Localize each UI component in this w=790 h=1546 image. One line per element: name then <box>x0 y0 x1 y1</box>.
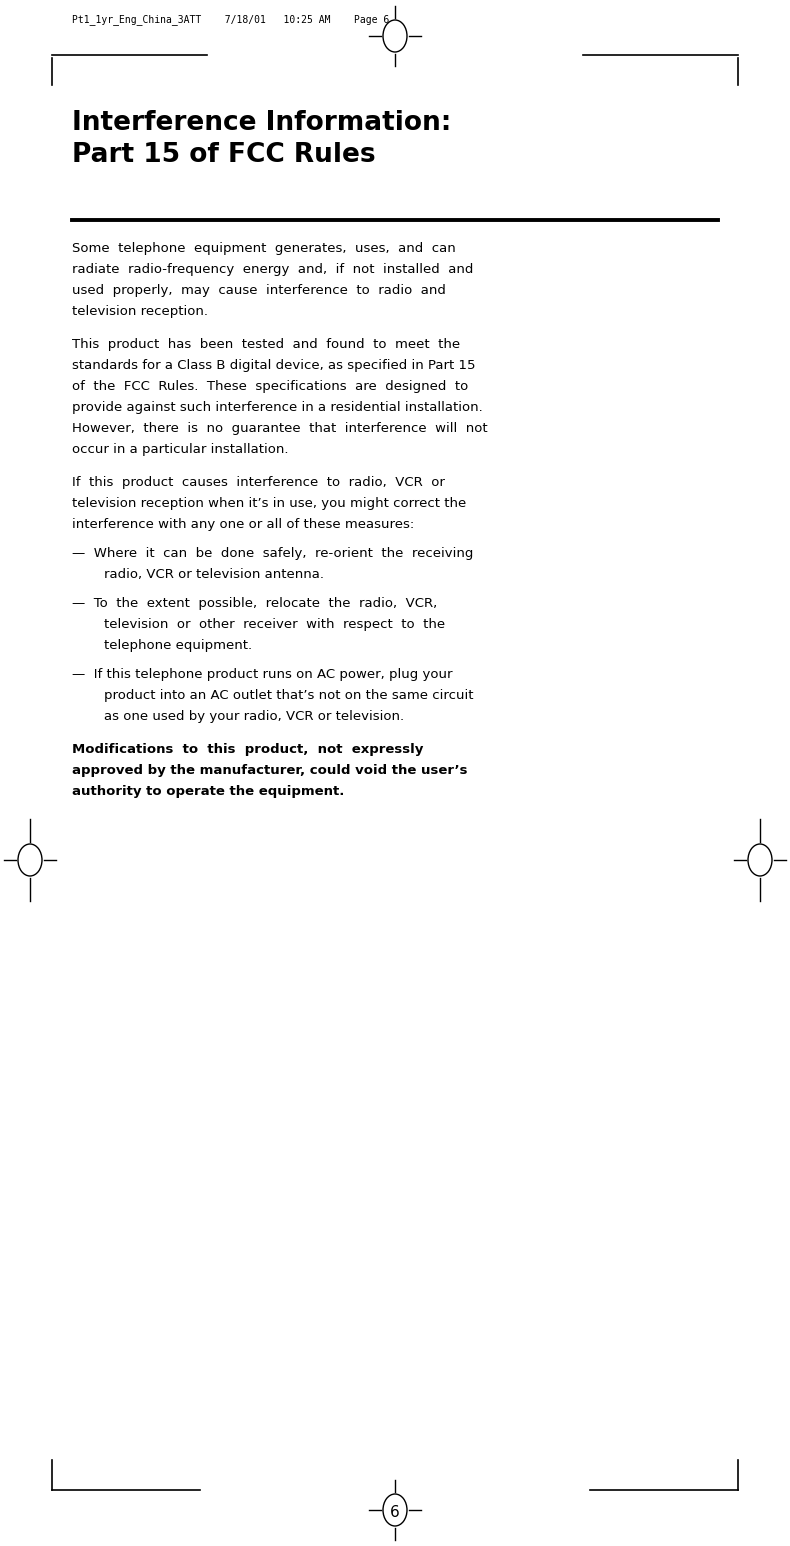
Text: Interference Information:: Interference Information: <box>72 110 451 136</box>
Text: Pt1_1yr_Eng_China_3ATT    7/18/01   10:25 AM    Page 6: Pt1_1yr_Eng_China_3ATT 7/18/01 10:25 AM … <box>72 14 389 25</box>
Text: of  the  FCC  Rules.  These  specifications  are  designed  to: of the FCC Rules. These specifications a… <box>72 380 468 393</box>
Text: 6: 6 <box>390 1504 400 1520</box>
Text: television  or  other  receiver  with  respect  to  the: television or other receiver with respec… <box>104 618 445 631</box>
Text: Some  telephone  equipment  generates,  uses,  and  can: Some telephone equipment generates, uses… <box>72 243 456 255</box>
Text: —  If this telephone product runs on AC power, plug your: — If this telephone product runs on AC p… <box>72 668 453 680</box>
Text: telephone equipment.: telephone equipment. <box>104 638 252 652</box>
Text: authority to operate the equipment.: authority to operate the equipment. <box>72 785 344 798</box>
Text: used  properly,  may  cause  interference  to  radio  and: used properly, may cause interference to… <box>72 284 446 297</box>
Text: approved by the manufacturer, could void the user’s: approved by the manufacturer, could void… <box>72 764 468 778</box>
Text: as one used by your radio, VCR or television.: as one used by your radio, VCR or televi… <box>104 710 404 724</box>
Text: interference with any one or all of these measures:: interference with any one or all of thes… <box>72 518 414 530</box>
Text: —  To  the  extent  possible,  relocate  the  radio,  VCR,: — To the extent possible, relocate the r… <box>72 597 437 611</box>
Text: product into an AC outlet that’s not on the same circuit: product into an AC outlet that’s not on … <box>104 690 473 702</box>
Text: radio, VCR or television antenna.: radio, VCR or television antenna. <box>104 567 324 581</box>
Text: radiate  radio-frequency  energy  and,  if  not  installed  and: radiate radio-frequency energy and, if n… <box>72 263 473 277</box>
Text: —  Where  it  can  be  done  safely,  re-orient  the  receiving: — Where it can be done safely, re-orient… <box>72 547 473 560</box>
Text: Modifications  to  this  product,  not  expressly: Modifications to this product, not expre… <box>72 744 423 756</box>
Text: television reception when it’s in use, you might correct the: television reception when it’s in use, y… <box>72 496 466 510</box>
Text: standards for a Class B digital device, as specified in Part 15: standards for a Class B digital device, … <box>72 359 476 373</box>
Text: However,  there  is  no  guarantee  that  interference  will  not: However, there is no guarantee that inte… <box>72 422 487 434</box>
Text: This  product  has  been  tested  and  found  to  meet  the: This product has been tested and found t… <box>72 339 460 351</box>
Text: Part 15 of FCC Rules: Part 15 of FCC Rules <box>72 142 375 167</box>
Text: If  this  product  causes  interference  to  radio,  VCR  or: If this product causes interference to r… <box>72 476 445 489</box>
Text: television reception.: television reception. <box>72 305 208 318</box>
Text: occur in a particular installation.: occur in a particular installation. <box>72 444 288 456</box>
Text: provide against such interference in a residential installation.: provide against such interference in a r… <box>72 400 483 414</box>
